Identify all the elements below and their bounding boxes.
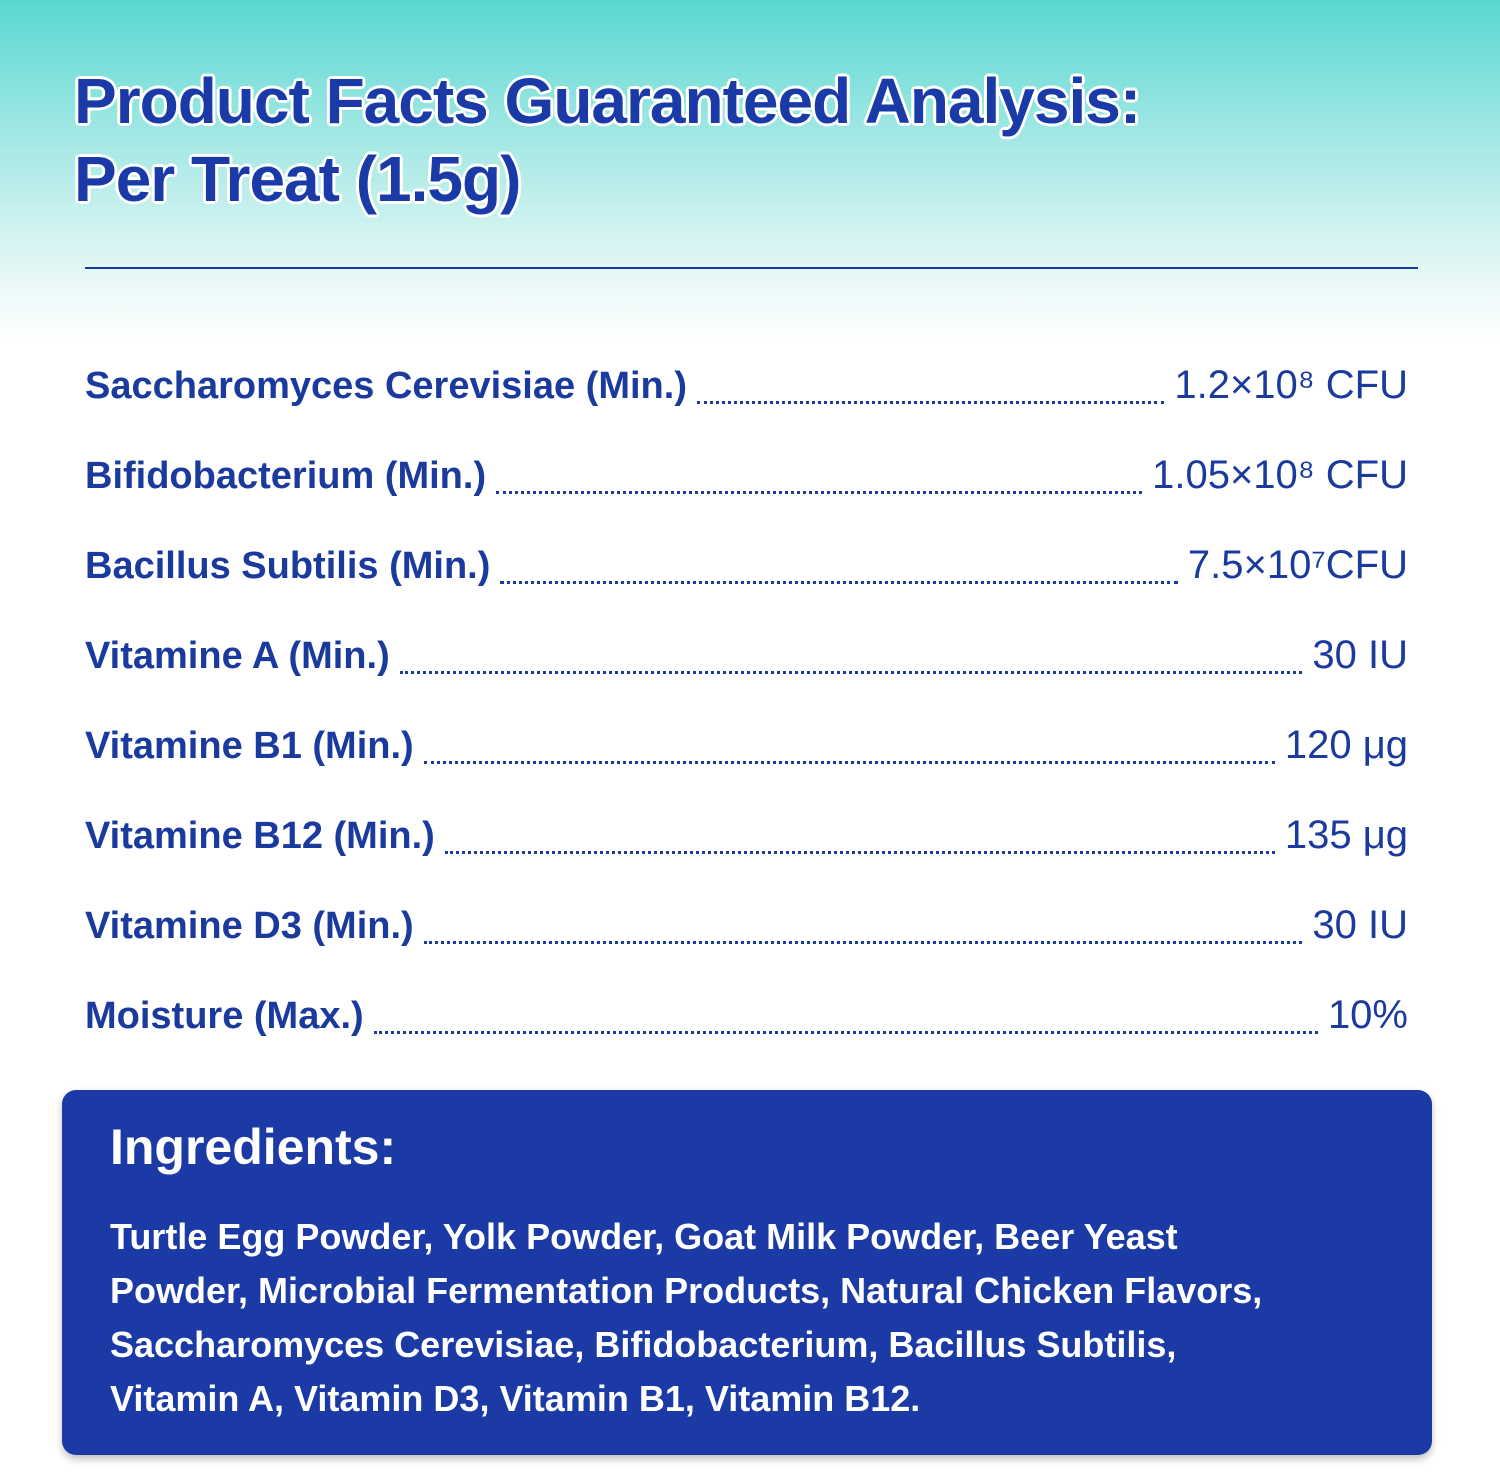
ingredients-panel: Ingredients: Turtle Egg Powder, Yolk Pow… xyxy=(62,1090,1432,1455)
nutrient-label: Vitamine B1 (Min.) xyxy=(85,725,414,767)
nutrient-label: Vitamine B12 (Min.) xyxy=(85,815,435,857)
divider xyxy=(85,267,1418,269)
title-line: Product Facts Guaranteed Analysis: xyxy=(74,65,1141,137)
ingredients-line: Powder, Microbial Fermentation Products,… xyxy=(110,1270,1263,1311)
analysis-table: Saccharomyces Cerevisiae (Min.) 1.2×10⁸ C… xyxy=(85,330,1408,1050)
nutrient-value: 1.05×10⁸ CFU xyxy=(1152,453,1408,497)
ingredients-line: Vitamin A, Vitamin D3, Vitamin B1, Vitam… xyxy=(110,1378,921,1419)
analysis-row: Vitamine B1 (Min.) 120 μg xyxy=(85,690,1408,780)
analysis-row: Vitamine B12 (Min.) 135 μg xyxy=(85,780,1408,870)
dot-leader xyxy=(496,491,1143,494)
title: Product Facts Guaranteed Analysis: Per T… xyxy=(74,62,1141,218)
nutrient-value: 7.5×10⁷CFU xyxy=(1187,543,1408,587)
dot-leader xyxy=(373,1031,1318,1034)
analysis-row: Vitamine A (Min.) 30 IU xyxy=(85,600,1408,690)
nutrient-label: Vitamine D3 (Min.) xyxy=(85,905,414,947)
dot-leader xyxy=(500,581,1178,584)
nutrient-label: Moisture (Max.) xyxy=(85,995,364,1037)
dot-leader xyxy=(423,941,1303,944)
analysis-row: Bifidobacterium (Min.) 1.05×10⁸ CFU xyxy=(85,420,1408,510)
analysis-row: Bacillus Subtilis (Min.) 7.5×10⁷CFU xyxy=(85,510,1408,600)
analysis-row: Moisture (Max.) 10% xyxy=(85,960,1408,1050)
ingredients-line: Turtle Egg Powder, Yolk Powder, Goat Mil… xyxy=(110,1216,1178,1257)
nutrient-value: 1.2×10⁸ CFU xyxy=(1174,363,1408,407)
nutrient-value: 30 IU xyxy=(1312,903,1408,947)
ingredients-text: Turtle Egg Powder, Yolk Powder, Goat Mil… xyxy=(110,1210,1262,1426)
dot-leader xyxy=(423,761,1275,764)
nutrient-label: Vitamine A (Min.) xyxy=(85,635,390,677)
dot-leader xyxy=(696,401,1165,404)
nutrient-value: 135 μg xyxy=(1284,813,1408,857)
nutrient-value: 120 μg xyxy=(1284,723,1408,767)
nutrient-value: 30 IU xyxy=(1312,633,1408,677)
analysis-row: Vitamine D3 (Min.) 30 IU xyxy=(85,870,1408,960)
ingredients-line: Saccharomyces Cerevisiae, Bifidobacteriu… xyxy=(110,1324,1177,1365)
analysis-row: Saccharomyces Cerevisiae (Min.) 1.2×10⁸ C… xyxy=(85,330,1408,420)
nutrient-label: Bacillus Subtilis (Min.) xyxy=(85,545,491,587)
title-line: Per Treat (1.5g) xyxy=(74,143,521,215)
nutrient-value: 10% xyxy=(1327,993,1408,1037)
nutrient-label: Saccharomyces Cerevisiae (Min.) xyxy=(85,365,687,407)
dot-leader xyxy=(399,671,1303,674)
nutrient-label: Bifidobacterium (Min.) xyxy=(85,455,487,497)
ingredients-heading: Ingredients: xyxy=(110,1119,397,1175)
dot-leader xyxy=(444,851,1275,854)
